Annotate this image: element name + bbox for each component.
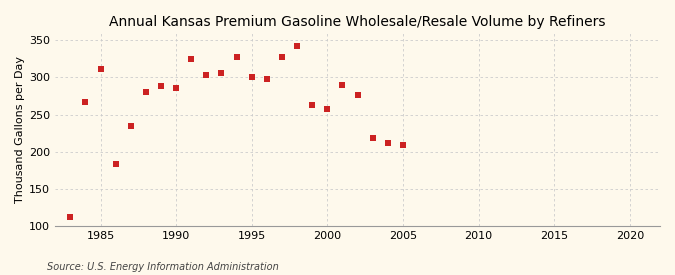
Point <box>277 54 288 59</box>
Point <box>171 86 182 90</box>
Point <box>261 77 272 81</box>
Point <box>337 83 348 87</box>
Point <box>126 124 136 129</box>
Point <box>307 103 318 107</box>
Point <box>246 75 257 80</box>
Point <box>95 67 106 72</box>
Point <box>352 92 363 97</box>
Point <box>383 141 394 145</box>
Point <box>367 135 378 140</box>
Point <box>156 84 167 89</box>
Point <box>216 71 227 75</box>
Point <box>292 43 302 48</box>
Y-axis label: Thousand Gallons per Day: Thousand Gallons per Day <box>15 56 25 203</box>
Point <box>201 72 212 77</box>
Text: Source: U.S. Energy Information Administration: Source: U.S. Energy Information Administ… <box>47 262 279 272</box>
Point <box>398 143 408 147</box>
Point <box>110 161 121 166</box>
Point <box>322 106 333 111</box>
Point <box>232 54 242 59</box>
Point <box>80 100 91 104</box>
Point <box>65 215 76 219</box>
Point <box>186 57 196 61</box>
Title: Annual Kansas Premium Gasoline Wholesale/Resale Volume by Refiners: Annual Kansas Premium Gasoline Wholesale… <box>109 15 606 29</box>
Point <box>140 90 151 95</box>
